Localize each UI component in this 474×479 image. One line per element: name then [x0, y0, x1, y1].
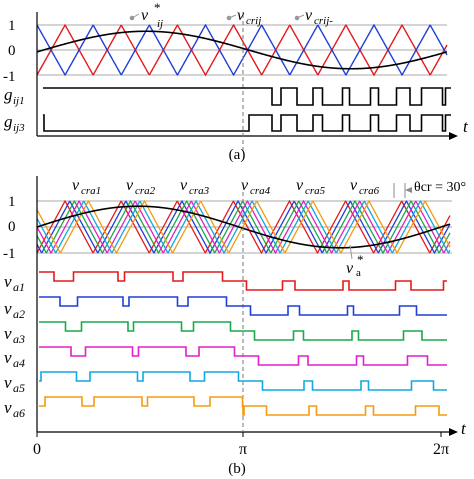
panel-b-xtick-2pi: 2π	[433, 441, 449, 458]
svg-text:v: v	[4, 299, 12, 318]
svg-text:cra1: cra1	[81, 185, 101, 197]
panel-a-ref-leader	[131, 13, 140, 19]
panel-b-ref-symbol: v	[346, 260, 354, 277]
panel-b-phase-shift-label: θcr = 30°	[414, 180, 466, 195]
panel-b-output-waveforms	[39, 271, 447, 416]
panel-b-ref-subscript: a	[356, 267, 361, 279]
panel-a-carrier-2-symbol: v	[305, 7, 313, 24]
svg-text:a6: a6	[13, 406, 25, 420]
panel-b-phase-shift-arrow	[405, 187, 412, 193]
panel-b-carrier-label-3: v cra3	[180, 177, 210, 197]
panel-a-gate-2-symbol: g	[4, 112, 13, 131]
svg-text:a5: a5	[13, 381, 25, 395]
panel-a-carrier-2-leader	[296, 14, 305, 19]
svg-text:v: v	[241, 177, 249, 194]
panel-b-output-wave-1	[39, 271, 447, 291]
panel-b-output-label-6: v a6	[4, 398, 25, 420]
panel-a-ytick-1: 1	[8, 18, 16, 34]
panel-a-gate-2-subscript: ij3	[13, 122, 25, 134]
svg-text:cra5: cra5	[305, 185, 326, 197]
panel-a-caption: (a)	[229, 147, 246, 163]
svg-text:a4: a4	[13, 356, 25, 370]
panel-a-sine	[36, 30, 448, 70]
panel-b-output-wave-5	[39, 371, 447, 391]
panel-a-carrier-1-symbol: v	[237, 7, 245, 24]
panel-b-carrier-1	[36, 199, 451, 255]
panel-b-output-label-3: v a3	[4, 324, 25, 346]
svg-text:a2: a2	[13, 307, 25, 321]
panel-b-carrier-2	[36, 199, 451, 255]
panel-b-output-label-5: v a5	[4, 373, 25, 395]
panel-b-output-label-2: v a2	[4, 299, 25, 321]
panel-a-gate-waveforms	[43, 87, 451, 132]
panel-b-carrier-label-2: v cra2	[126, 177, 156, 197]
panel-b-time-label: t	[461, 419, 467, 438]
panel-b-gridlines	[37, 200, 452, 254]
svg-text:v: v	[180, 177, 188, 194]
panel-b: 1 0 -1 t 0 π 2π v cra1 v cra2 v cra3	[3, 176, 467, 477]
panel-a-gate-1-subscript: ij1	[13, 95, 25, 107]
panel-a-gate-1-wave	[43, 87, 451, 106]
panel-a-reference-wave	[36, 30, 448, 70]
panel-b-output-label-1: v a1	[4, 272, 25, 294]
panel-b-carrier-label-4: v cra4	[241, 177, 271, 197]
panel-b-output-wave-6	[39, 396, 447, 416]
panel-a-ytick-0: 0	[8, 43, 16, 59]
panel-b-ref-superscript: *	[357, 252, 364, 267]
svg-text:v: v	[296, 177, 304, 194]
panel-a-carrier-1-subscript: crij	[246, 15, 261, 27]
svg-text:a1: a1	[13, 280, 25, 294]
panel-b-ref-leader	[349, 244, 353, 260]
panel-a: 1 0 -1 t v * ij v crij v crij- g ij1 g i…	[3, 0, 469, 163]
panel-a-gate-2-wave	[43, 114, 451, 132]
svg-text:a3: a3	[13, 332, 25, 346]
svg-text:v: v	[4, 398, 12, 417]
panel-b-caption: (b)	[228, 461, 246, 477]
panel-b-xtick-0: 0	[33, 441, 41, 458]
panel-b-ytick-neg1: -1	[3, 246, 16, 262]
svg-text:cra2: cra2	[135, 185, 156, 197]
panel-b-ytick-1: 1	[8, 194, 16, 210]
svg-text:v: v	[4, 324, 12, 343]
svg-text:v: v	[72, 177, 80, 194]
panel-a-gate-1-symbol: g	[4, 85, 13, 104]
panel-b-output-wave-2	[39, 296, 447, 316]
panel-b-output-wave-4	[39, 346, 447, 366]
svg-text:v: v	[4, 373, 12, 392]
panel-b-carrier-label-5: v cra5	[296, 177, 326, 197]
panel-a-time-label: t	[463, 117, 469, 136]
panel-a-ref-symbol: v	[141, 7, 149, 24]
panel-a-carrier-2-subscript: crij-	[314, 15, 333, 27]
panel-b-xtick-pi: π	[239, 441, 247, 458]
panel-a-carrier-1-leader	[228, 14, 237, 19]
panel-b-output-label-4: v a4	[4, 348, 25, 370]
svg-text:cra6: cra6	[359, 185, 380, 197]
svg-text:v: v	[350, 177, 358, 194]
panel-a-time-arrow	[449, 132, 458, 140]
panel-b-carrier-6	[36, 199, 451, 255]
svg-text:cra3: cra3	[189, 185, 210, 197]
svg-text:v: v	[126, 177, 134, 194]
svg-text:v: v	[4, 348, 12, 367]
panel-a-ref-superscript: *	[154, 0, 161, 15]
svg-text:cra4: cra4	[250, 185, 271, 197]
panel-b-time-arrow	[449, 428, 458, 436]
panel-b-carrier-label-6: v cra6	[350, 177, 380, 197]
panel-b-ytick-0: 0	[8, 219, 16, 235]
panel-b-carrier-label-1: v cra1	[72, 177, 101, 197]
panel-a-ref-subscript: ij	[157, 18, 163, 30]
panel-a-carrier-negative	[36, 23, 448, 77]
svg-text:v: v	[4, 272, 12, 291]
panel-a-ytick-neg1: -1	[3, 69, 16, 85]
panel-a-gridlines	[37, 24, 447, 76]
panel-b-output-wave-3	[39, 321, 447, 341]
